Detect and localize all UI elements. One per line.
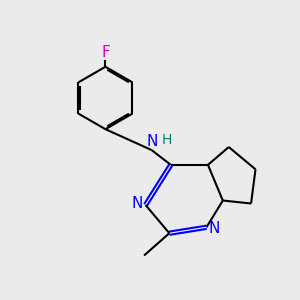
Text: H: H <box>162 133 172 147</box>
Text: N: N <box>146 134 158 148</box>
Text: N: N <box>209 221 220 236</box>
Text: N: N <box>132 196 143 211</box>
Text: F: F <box>101 45 110 60</box>
